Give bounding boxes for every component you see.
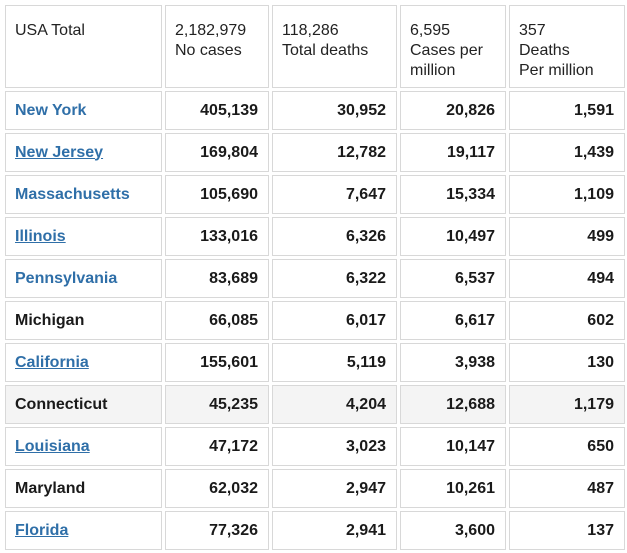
table-row: New York 405,139 30,952 20,826 1,591 (5, 91, 625, 130)
cases-cell: 105,690 (165, 175, 269, 214)
summary-header-row: USA Total 2,182,979 No cases 118,286 Tot… (5, 5, 625, 88)
cases-cell: 405,139 (165, 91, 269, 130)
cases-cell: 133,016 (165, 217, 269, 256)
cases-cell: 47,172 (165, 427, 269, 466)
cases-per-million-value: 6,595 (410, 22, 451, 39)
table-row: Louisiana 47,172 3,023 10,147 650 (5, 427, 625, 466)
deaths-per-million-cell: 1,439 (509, 133, 625, 172)
usa-total-label: USA Total (15, 22, 85, 39)
deaths-per-million-cell: 499 (509, 217, 625, 256)
table-row: Connecticut 45,235 4,204 12,688 1,179 (5, 385, 625, 424)
cases-per-million-cell: 10,497 (400, 217, 506, 256)
cases-per-million-label-2: million (410, 62, 456, 79)
cases-per-million-label-1: Cases per (410, 42, 483, 59)
deaths-cell: 4,204 (272, 385, 397, 424)
deaths-per-million-label-1: Deaths (519, 42, 570, 59)
cases-per-million-cell: 3,600 (400, 511, 506, 550)
usa-total-cell: USA Total (5, 5, 162, 88)
total-cases-label: No cases (175, 42, 242, 59)
state-link-illinois[interactable]: Illinois (15, 227, 66, 245)
deaths-cell: 3,023 (272, 427, 397, 466)
cases-per-million-header-cell: 6,595 Cases per million (400, 5, 506, 88)
table-row: Michigan 66,085 6,017 6,617 602 (5, 301, 625, 340)
total-deaths-label: Total deaths (282, 42, 369, 59)
cases-cell: 77,326 (165, 511, 269, 550)
cases-per-million-cell: 10,261 (400, 469, 506, 508)
state-link-new-york[interactable]: New York (15, 101, 87, 119)
deaths-per-million-value: 357 (519, 22, 546, 39)
table-row: Florida 77,326 2,941 3,600 137 (5, 511, 625, 550)
cases-cell: 45,235 (165, 385, 269, 424)
deaths-cell: 6,017 (272, 301, 397, 340)
state-link-california[interactable]: California (15, 353, 89, 371)
deaths-cell: 6,326 (272, 217, 397, 256)
deaths-cell: 5,119 (272, 343, 397, 382)
deaths-per-million-label-2: Per million (519, 62, 594, 79)
state-link-pennsylvania[interactable]: Pennsylvania (15, 269, 118, 287)
deaths-cell: 7,647 (272, 175, 397, 214)
cases-per-million-cell: 6,617 (400, 301, 506, 340)
cases-cell: 169,804 (165, 133, 269, 172)
cases-per-million-cell: 12,688 (400, 385, 506, 424)
deaths-per-million-cell: 130 (509, 343, 625, 382)
table-row: Maryland 62,032 2,947 10,261 487 (5, 469, 625, 508)
table-row: Illinois 133,016 6,326 10,497 499 (5, 217, 625, 256)
table-row: Massachusetts 105,690 7,647 15,334 1,109 (5, 175, 625, 214)
deaths-per-million-cell: 1,109 (509, 175, 625, 214)
deaths-cell: 2,947 (272, 469, 397, 508)
state-cell: Michigan (5, 301, 162, 340)
cases-cell: 83,689 (165, 259, 269, 298)
deaths-cell: 30,952 (272, 91, 397, 130)
state-cell: Pennsylvania (5, 259, 162, 298)
deaths-per-million-cell: 487 (509, 469, 625, 508)
table-row: California 155,601 5,119 3,938 130 (5, 343, 625, 382)
state-link-new-jersey[interactable]: New Jersey (15, 143, 104, 161)
state-cell: New York (5, 91, 162, 130)
deaths-per-million-cell: 1,179 (509, 385, 625, 424)
state-name-michigan: Michigan (15, 311, 85, 329)
deaths-per-million-cell: 1,591 (509, 91, 625, 130)
state-cell: Illinois (5, 217, 162, 256)
cases-per-million-cell: 6,537 (400, 259, 506, 298)
cases-per-million-cell: 3,938 (400, 343, 506, 382)
deaths-per-million-cell: 137 (509, 511, 625, 550)
state-cell: Massachusetts (5, 175, 162, 214)
cases-cell: 62,032 (165, 469, 269, 508)
state-link-florida[interactable]: Florida (15, 521, 69, 539)
state-cell: Florida (5, 511, 162, 550)
state-cell: Maryland (5, 469, 162, 508)
deaths-cell: 12,782 (272, 133, 397, 172)
deaths-per-million-cell: 494 (509, 259, 625, 298)
deaths-per-million-cell: 650 (509, 427, 625, 466)
state-cell: California (5, 343, 162, 382)
state-name-connecticut: Connecticut (15, 395, 108, 413)
total-cases-value: 2,182,979 (175, 22, 247, 39)
table-row: New Jersey 169,804 12,782 19,117 1,439 (5, 133, 625, 172)
cases-per-million-cell: 20,826 (400, 91, 506, 130)
state-link-louisiana[interactable]: Louisiana (15, 437, 90, 455)
deaths-per-million-header-cell: 357 Deaths Per million (509, 5, 625, 88)
total-cases-header-cell: 2,182,979 No cases (165, 5, 269, 88)
deaths-cell: 6,322 (272, 259, 397, 298)
table-row: Pennsylvania 83,689 6,322 6,537 494 (5, 259, 625, 298)
deaths-per-million-cell: 602 (509, 301, 625, 340)
state-cell: New Jersey (5, 133, 162, 172)
total-deaths-value: 118,286 (282, 22, 339, 39)
cases-cell: 155,601 (165, 343, 269, 382)
cases-per-million-cell: 19,117 (400, 133, 506, 172)
deaths-cell: 2,941 (272, 511, 397, 550)
state-name-maryland: Maryland (15, 479, 86, 497)
state-cell: Louisiana (5, 427, 162, 466)
cases-cell: 66,085 (165, 301, 269, 340)
cases-per-million-cell: 10,147 (400, 427, 506, 466)
cases-per-million-cell: 15,334 (400, 175, 506, 214)
state-link-massachusetts[interactable]: Massachusetts (15, 185, 130, 203)
total-deaths-header-cell: 118,286 Total deaths (272, 5, 397, 88)
state-cell: Connecticut (5, 385, 162, 424)
